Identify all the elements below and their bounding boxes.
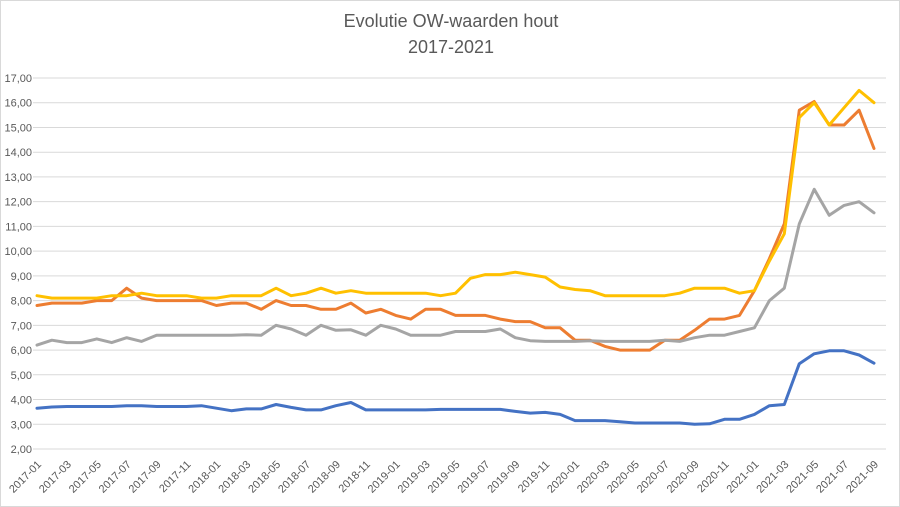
y-tick-label: 7,00	[11, 320, 32, 332]
y-tick-label: 13,00	[4, 172, 32, 184]
chart-title: Evolutie OW-waarden hout	[344, 11, 559, 31]
series-line-2	[35, 100, 876, 352]
x-tick-label: 2019-09	[485, 459, 522, 496]
x-axis: 2017-012017-032017-052017-072017-092017-…	[7, 459, 881, 496]
y-tick-label: 15,00	[4, 122, 32, 134]
x-tick-label: 2021-09	[844, 459, 881, 496]
y-tick-label: 3,00	[11, 419, 32, 431]
x-tick-label: 2020-09	[665, 459, 702, 496]
y-tick-label: 17,00	[4, 73, 32, 85]
y-tick-label: 11,00	[5, 221, 32, 233]
y-tick-label: 6,00	[11, 345, 32, 357]
y-tick-label: 16,00	[4, 98, 32, 110]
y-tick-label: 10,00	[4, 246, 32, 258]
y-axis: 2,00 3,00 4,00 5,00 6,00 7,00 8,00 9,00 10,00 11,…	[4, 73, 32, 456]
chart-subtitle: 2017-2021	[408, 37, 494, 57]
series-line-1	[35, 349, 876, 426]
series-line-3	[35, 187, 876, 347]
y-tick-label: 12,00	[4, 197, 32, 209]
y-tick-label: 5,00	[11, 370, 32, 382]
x-tick-label: 2017-09	[127, 459, 164, 496]
series-lines	[35, 88, 876, 426]
gridlines	[33, 77, 886, 450]
y-tick-label: 2,00	[11, 444, 32, 456]
y-tick-label: 9,00	[11, 271, 32, 283]
series-line-4	[35, 88, 876, 300]
x-tick-label: 2018-09	[306, 459, 343, 496]
y-tick-label: 8,00	[11, 296, 32, 308]
y-tick-label: 14,00	[4, 147, 32, 159]
y-tick-label: 4,00	[11, 395, 32, 407]
